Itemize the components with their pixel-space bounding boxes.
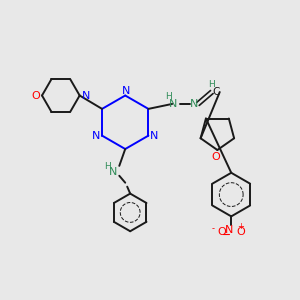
Text: N: N [109, 167, 118, 177]
Text: O: O [237, 227, 245, 237]
Text: N: N [150, 130, 158, 141]
Text: N: N [225, 225, 233, 235]
Text: N: N [169, 99, 177, 109]
Text: O: O [211, 152, 220, 162]
Text: H: H [165, 92, 172, 101]
Text: O: O [217, 227, 226, 237]
Text: H: H [104, 162, 111, 171]
Text: N: N [81, 91, 90, 100]
Text: +: + [237, 222, 244, 231]
Text: O: O [32, 91, 40, 100]
Text: -: - [212, 224, 215, 233]
Text: H: H [208, 80, 215, 88]
Text: N: N [92, 130, 100, 141]
Text: N: N [122, 85, 130, 96]
Text: C: C [212, 87, 220, 97]
Text: N: N [190, 99, 198, 109]
